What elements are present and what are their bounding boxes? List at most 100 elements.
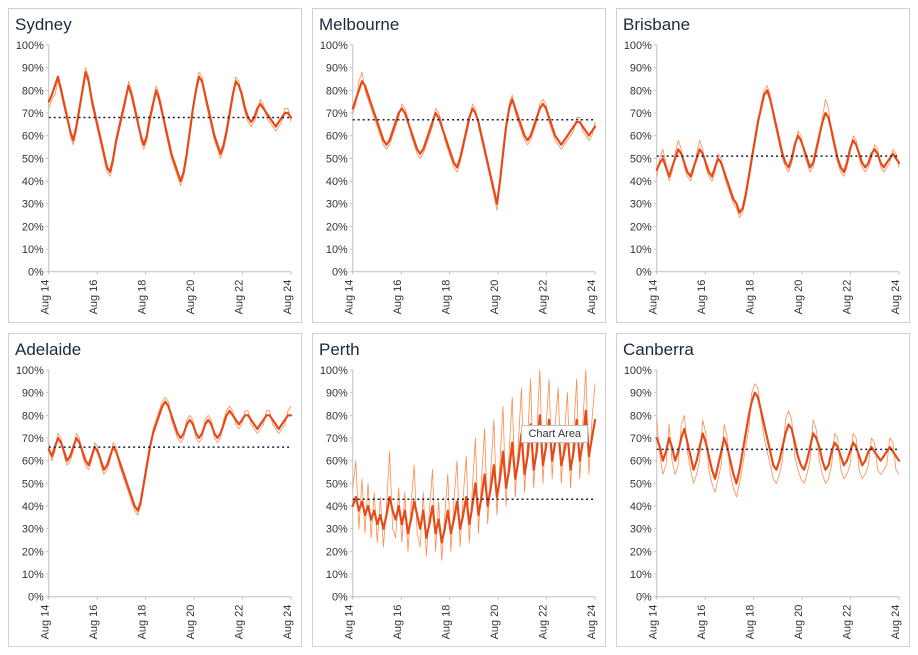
svg-text:Aug 16: Aug 16: [392, 604, 404, 639]
panel-canberra: Canberra0%10%20%30%40%50%60%70%80%90%100…: [616, 333, 910, 648]
svg-text:Aug 20: Aug 20: [185, 604, 197, 639]
svg-text:100%: 100%: [320, 364, 348, 376]
svg-text:Aug 24: Aug 24: [890, 280, 902, 315]
svg-text:Aug 22: Aug 22: [842, 604, 854, 639]
svg-text:Aug 22: Aug 22: [538, 280, 550, 315]
svg-text:50%: 50%: [326, 153, 348, 165]
svg-text:60%: 60%: [630, 455, 652, 467]
svg-text:90%: 90%: [22, 63, 44, 75]
svg-text:Aug 14: Aug 14: [40, 280, 52, 315]
chart-svg: 0%10%20%30%40%50%60%70%80%90%100%Aug 14A…: [621, 364, 905, 643]
svg-text:40%: 40%: [630, 176, 652, 188]
svg-text:10%: 10%: [326, 569, 348, 581]
svg-text:70%: 70%: [630, 108, 652, 120]
svg-text:30%: 30%: [630, 199, 652, 211]
panel-title: Melbourne: [319, 15, 601, 35]
svg-text:Aug 18: Aug 18: [441, 280, 453, 315]
chart-area: 0%10%20%30%40%50%60%70%80%90%100%Aug 14A…: [317, 364, 601, 643]
svg-text:30%: 30%: [22, 199, 44, 211]
svg-text:30%: 30%: [630, 523, 652, 535]
svg-text:40%: 40%: [326, 501, 348, 513]
svg-text:Aug 20: Aug 20: [185, 280, 197, 315]
svg-text:Aug 24: Aug 24: [586, 604, 598, 639]
svg-text:70%: 70%: [326, 432, 348, 444]
svg-text:10%: 10%: [630, 569, 652, 581]
svg-text:100%: 100%: [16, 40, 44, 52]
svg-text:20%: 20%: [326, 546, 348, 558]
chart-area: 0%10%20%30%40%50%60%70%80%90%100%Aug 14A…: [317, 39, 601, 318]
svg-text:60%: 60%: [630, 131, 652, 143]
svg-text:Aug 22: Aug 22: [842, 280, 854, 315]
svg-text:20%: 20%: [22, 221, 44, 233]
chart-grid: Sydney 0% 10% 20% 30% 40% 50% 60% 70% 80% 90% 100% A…: [8, 8, 910, 647]
svg-text:10%: 10%: [22, 244, 44, 256]
chart-svg: 0%10%20%30%40%50%60%70%80%90%100%Aug 14A…: [13, 39, 297, 318]
svg-text:30%: 30%: [326, 199, 348, 211]
svg-text:70%: 70%: [326, 108, 348, 120]
chart-svg: 0%10%20%30%40%50%60%70%80%90%100%Aug 14A…: [621, 39, 905, 318]
svg-text:80%: 80%: [326, 85, 348, 97]
svg-text:60%: 60%: [326, 131, 348, 143]
svg-text:100%: 100%: [320, 40, 348, 52]
svg-text:Aug 14: Aug 14: [344, 280, 356, 315]
svg-text:0%: 0%: [28, 591, 44, 603]
svg-text:100%: 100%: [624, 364, 652, 376]
svg-text:Aug 14: Aug 14: [344, 604, 356, 639]
svg-text:10%: 10%: [326, 244, 348, 256]
svg-text:Aug 24: Aug 24: [586, 280, 598, 315]
chart-area: 0%10%20%30%40%50%60%70%80%90%100%Aug 14A…: [13, 364, 297, 643]
svg-text:30%: 30%: [22, 523, 44, 535]
svg-text:50%: 50%: [630, 153, 652, 165]
svg-text:50%: 50%: [22, 478, 44, 490]
secondary-series: [49, 68, 291, 186]
svg-text:80%: 80%: [22, 410, 44, 422]
svg-text:100%: 100%: [16, 364, 44, 376]
svg-text:40%: 40%: [326, 176, 348, 188]
svg-text:Aug 22: Aug 22: [234, 604, 246, 639]
svg-text:0%: 0%: [332, 267, 348, 279]
svg-text:20%: 20%: [630, 221, 652, 233]
panel-title: Brisbane: [623, 15, 905, 35]
svg-text:Aug 18: Aug 18: [137, 280, 149, 315]
panel-adelaide: Adelaide0%10%20%30%40%50%60%70%80%90%100…: [8, 333, 302, 648]
svg-text:Aug 24: Aug 24: [282, 280, 294, 315]
primary-series: [657, 392, 899, 483]
svg-text:Aug 24: Aug 24: [282, 604, 294, 639]
svg-text:0%: 0%: [636, 267, 652, 279]
svg-text:Aug 14: Aug 14: [40, 604, 52, 639]
svg-text:50%: 50%: [630, 478, 652, 490]
svg-text:90%: 90%: [22, 387, 44, 399]
chart-svg: 0%10%20%30%40%50%60%70%80%90%100%Aug 14A…: [317, 39, 601, 318]
secondary-series: [657, 383, 899, 496]
svg-text:10%: 10%: [22, 569, 44, 581]
chart-area: 0%10%20%30%40%50%60%70%80%90%100%Aug 14A…: [621, 39, 905, 318]
svg-text:30%: 30%: [326, 523, 348, 535]
svg-text:Aug 16: Aug 16: [88, 604, 100, 639]
svg-text:Aug 20: Aug 20: [793, 280, 805, 315]
svg-text:Aug 14: Aug 14: [648, 604, 660, 639]
svg-text:0%: 0%: [332, 591, 348, 603]
svg-text:Aug 20: Aug 20: [793, 604, 805, 639]
panel-title: Sydney: [15, 15, 297, 35]
svg-text:70%: 70%: [22, 432, 44, 444]
svg-text:60%: 60%: [22, 455, 44, 467]
svg-text:40%: 40%: [22, 501, 44, 513]
svg-text:90%: 90%: [630, 387, 652, 399]
panel-melbourne: Melbourne0%10%20%30%40%50%60%70%80%90%10…: [312, 8, 606, 323]
svg-text:20%: 20%: [630, 546, 652, 558]
svg-text:Aug 18: Aug 18: [745, 604, 757, 639]
panel-perth: Perth0%10%20%30%40%50%60%70%80%90%100%Au…: [312, 333, 606, 648]
svg-text:Aug 16: Aug 16: [88, 280, 100, 315]
secondary-series: [657, 86, 899, 218]
svg-text:Aug 22: Aug 22: [538, 604, 550, 639]
svg-text:90%: 90%: [326, 387, 348, 399]
svg-text:20%: 20%: [326, 221, 348, 233]
svg-text:80%: 80%: [22, 85, 44, 97]
primary-series: [657, 90, 899, 212]
svg-text:50%: 50%: [326, 478, 348, 490]
svg-text:Aug 16: Aug 16: [696, 604, 708, 639]
svg-text:50%: 50%: [22, 153, 44, 165]
svg-text:0%: 0%: [636, 591, 652, 603]
primary-series: [49, 401, 291, 510]
svg-text:Aug 22: Aug 22: [234, 280, 246, 315]
